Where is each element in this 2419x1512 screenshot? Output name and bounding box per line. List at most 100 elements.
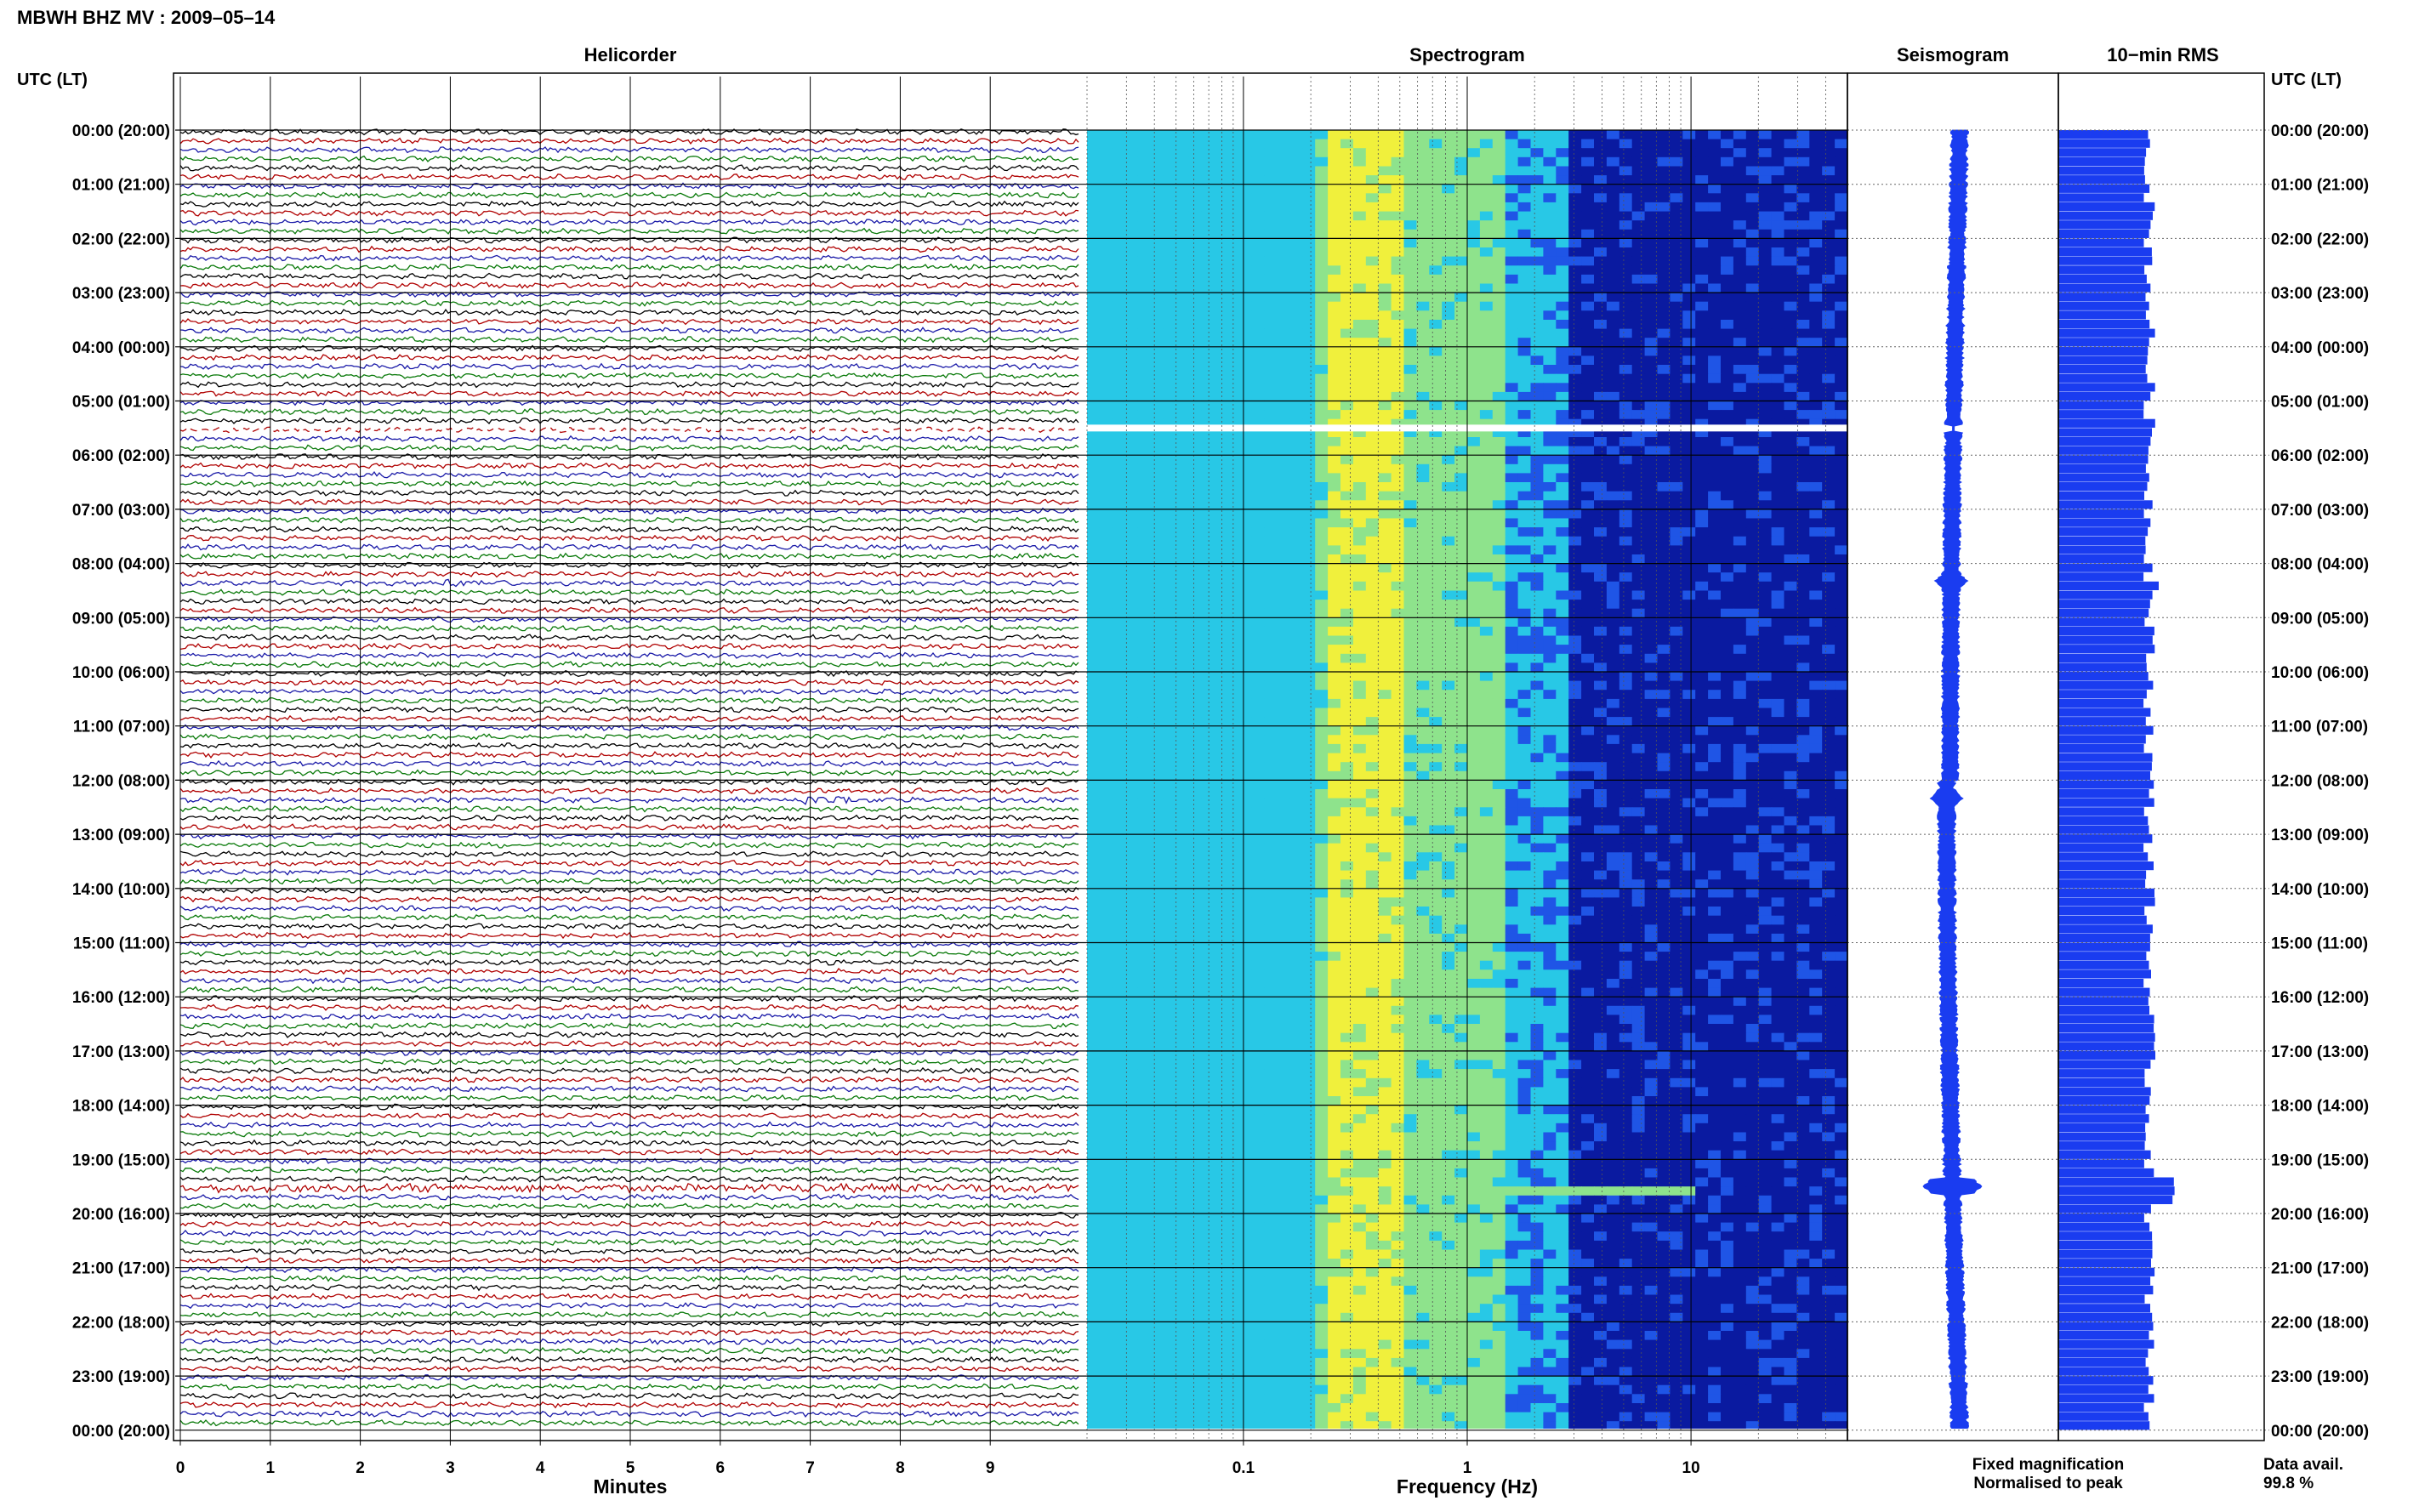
spectrogram-cell xyxy=(1492,365,1506,375)
spectrogram-cell xyxy=(1695,626,1709,637)
spectrogram-cell xyxy=(1745,762,1760,772)
spectrogram-cell xyxy=(1822,130,1836,140)
spectrogram-cell xyxy=(1365,708,1380,718)
spectrogram-cell xyxy=(1365,365,1380,375)
spectrogram-cell xyxy=(1454,418,1468,429)
spectrogram-cell xyxy=(1163,581,1176,591)
spectrogram-cell xyxy=(1315,139,1329,149)
spectrogram-cell xyxy=(1378,798,1392,808)
helicorder-trace xyxy=(179,543,1079,551)
spectrogram-cell xyxy=(1657,500,1671,510)
spectrogram-cell xyxy=(1264,184,1278,194)
spectrogram-cell xyxy=(1087,463,1101,474)
spectrogram-cell xyxy=(1758,717,1773,727)
spectrogram-cell xyxy=(1302,743,1316,754)
spectrogram-cell xyxy=(1784,437,1797,447)
spectrogram-cell xyxy=(1835,590,1847,600)
spectrogram-cell xyxy=(1670,536,1683,546)
spectrogram-cell xyxy=(1238,446,1253,456)
spectrogram-cell xyxy=(1733,391,1747,402)
spectrogram-cell xyxy=(1733,635,1747,645)
spectrogram-cell xyxy=(1619,482,1633,492)
spectrogram-cell xyxy=(1251,211,1266,221)
spectrogram-cell xyxy=(1682,229,1696,239)
spectrogram-cell xyxy=(1365,536,1380,546)
spectrogram-cell xyxy=(1835,581,1847,591)
spectrogram-cell xyxy=(1479,320,1494,330)
spectrogram-cell xyxy=(1543,383,1557,393)
spectrogram-cell xyxy=(1822,789,1836,799)
spectrogram-cell xyxy=(1556,581,1569,591)
spectrogram-cell xyxy=(1391,463,1405,474)
spectrogram-cell xyxy=(1822,418,1836,429)
spectrogram-cell xyxy=(1137,770,1152,781)
spectrogram-cell xyxy=(1416,437,1430,447)
spectrogram-cell xyxy=(1340,743,1354,754)
spectrogram-cell xyxy=(1099,825,1113,835)
spectrogram-cell xyxy=(1492,301,1506,311)
spectrogram-cell xyxy=(1124,662,1139,673)
spectrogram-cell xyxy=(1505,328,1519,338)
spectrogram-cell xyxy=(1594,391,1608,402)
spectrogram-cell xyxy=(1277,238,1290,248)
spectrogram-cell xyxy=(1530,798,1544,808)
spectrogram-cell xyxy=(1568,807,1582,817)
spectrogram-cell xyxy=(1201,202,1215,213)
spectrogram-cell xyxy=(1238,545,1253,555)
spectrogram-cell xyxy=(1391,455,1405,465)
helicorder-trace xyxy=(179,1401,1079,1409)
spectrogram-cell xyxy=(1670,446,1683,456)
spectrogram-cell xyxy=(1784,238,1797,248)
spectrogram-cell xyxy=(1087,482,1101,492)
spectrogram-cell xyxy=(1682,202,1696,213)
spectrogram-cell xyxy=(1505,807,1519,817)
spectrogram-cell xyxy=(1201,500,1215,510)
spectrogram-cell xyxy=(1682,346,1696,356)
spectrogram-cell xyxy=(1403,780,1417,790)
spectrogram-cell xyxy=(1352,320,1367,330)
spectrogram-cell xyxy=(1619,645,1633,655)
spectrogram-cell xyxy=(1492,175,1506,185)
spectrogram-cell xyxy=(1315,581,1329,591)
spectrogram-cell xyxy=(1682,283,1696,293)
spectrogram-cell xyxy=(1251,753,1266,763)
spectrogram-cell xyxy=(1758,473,1773,483)
spectrogram-cell xyxy=(1771,274,1785,285)
spectrogram-cell xyxy=(1454,572,1468,583)
spectrogram-cell xyxy=(1137,139,1152,149)
spectrogram-cell xyxy=(1112,193,1126,203)
spectrogram-cell xyxy=(1631,717,1646,727)
spectrogram-cell xyxy=(1328,320,1341,330)
spectrogram-cell xyxy=(1796,418,1810,429)
spectrogram-cell xyxy=(1277,735,1290,745)
spectrogram-cell xyxy=(1416,365,1430,375)
spectrogram-cell xyxy=(1251,725,1266,736)
spectrogram-cell xyxy=(1670,247,1683,258)
spectrogram-cell xyxy=(1644,202,1659,213)
spectrogram-cell xyxy=(1112,139,1126,149)
spectrogram-cell xyxy=(1733,320,1747,330)
spectrogram-cell xyxy=(1695,798,1709,808)
spectrogram-cell xyxy=(1784,265,1797,276)
helicorder-trace xyxy=(179,1166,1079,1174)
helicorder-trace xyxy=(179,1220,1079,1228)
spectrogram-cell xyxy=(1403,202,1417,213)
spectrogram-cell xyxy=(1188,807,1202,817)
spectrogram-cell xyxy=(1517,355,1532,366)
spectrogram-cell xyxy=(1150,401,1164,411)
spectrogram-cell xyxy=(1328,463,1341,474)
spectrogram-cell xyxy=(1112,743,1126,754)
spectrogram-cell xyxy=(1429,346,1443,356)
spectrogram-cell xyxy=(1163,500,1176,510)
spectrogram-cell xyxy=(1416,391,1430,402)
helicorder-trace xyxy=(179,651,1079,659)
spectrogram-cell xyxy=(1809,600,1823,610)
spectrogram-cell xyxy=(1467,536,1481,546)
spectrogram-cell xyxy=(1657,545,1671,555)
spectrogram-cell xyxy=(1188,184,1202,194)
spectrogram-cell xyxy=(1112,834,1126,844)
spectrogram-cell xyxy=(1517,717,1532,727)
spectrogram-cell xyxy=(1568,554,1582,565)
spectrogram-cell xyxy=(1150,563,1164,573)
